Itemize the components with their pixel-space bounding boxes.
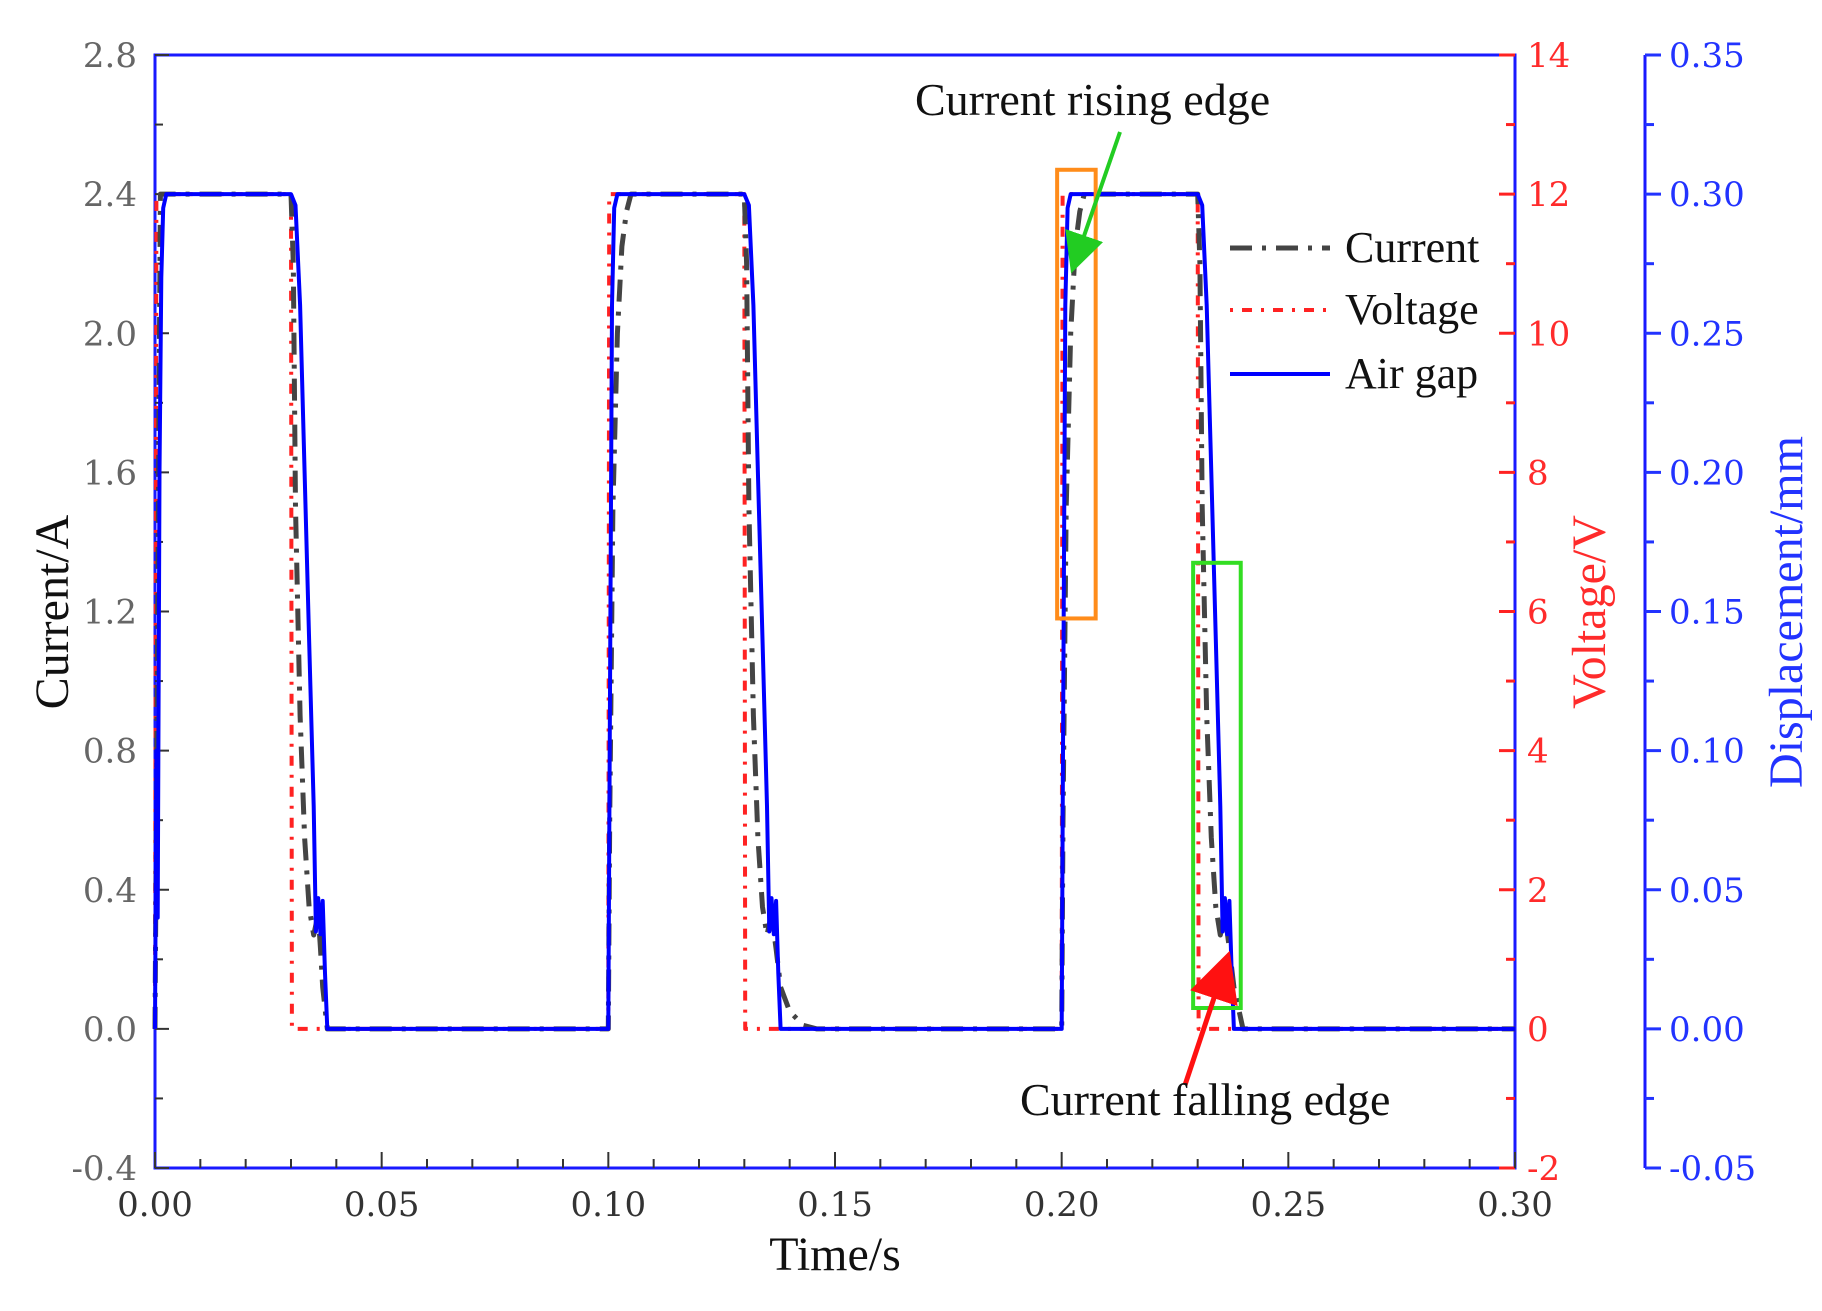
x-tick-label: 0.15	[797, 1185, 873, 1225]
x-tick-label: 0.30	[1477, 1185, 1553, 1225]
falling-edge-label: Current falling edge	[1020, 1074, 1390, 1125]
y3-tick-label: 0.20	[1669, 453, 1745, 493]
y3-tick-label: 0.10	[1669, 732, 1745, 772]
series-line-current	[152, 191, 1515, 1032]
rising-edge-box	[1055, 167, 1098, 621]
left-axis-ticks: -0.4 0.0 0.4 0.8 1.2 1.6 2.0 2.4 2.8	[71, 36, 169, 1189]
y2-tick-label: 12	[1527, 175, 1570, 215]
y2-tick-label: 6	[1527, 593, 1549, 633]
rising-edge-arrow	[1065, 131, 1122, 274]
y2-tick-label: 0	[1527, 1010, 1549, 1050]
y-tick-label: 1.6	[83, 453, 137, 493]
y2-tick-label: 14	[1527, 36, 1570, 76]
y2-tick-label: 8	[1527, 453, 1549, 493]
falling-edge-box	[1191, 560, 1243, 1011]
y2-tick-label: -2	[1527, 1149, 1560, 1189]
series-line-voltage	[153, 192, 1515, 1031]
y-tick-label: 2.4	[83, 175, 137, 215]
x-tick-label: 0.05	[344, 1185, 420, 1225]
y-tick-label: 2.0	[83, 314, 137, 354]
y-tick-label: 2.8	[83, 36, 137, 76]
rising-edge-label: Current rising edge	[915, 74, 1270, 125]
y2-tick-label: 4	[1527, 732, 1549, 772]
x-tick-label: 0.25	[1250, 1185, 1326, 1225]
y3-tick-label: -0.05	[1669, 1149, 1756, 1189]
y-axis-title-current: Current/A	[26, 514, 79, 709]
x-tick-label: 0.20	[1024, 1185, 1100, 1225]
y-tick-label: 0.4	[83, 871, 137, 911]
series-line-air-gap	[153, 192, 1515, 1031]
x-tick-label: 0.10	[570, 1185, 646, 1225]
legend-label-voltage: Voltage	[1345, 285, 1479, 334]
y3-tick-label: 0.05	[1669, 871, 1745, 911]
legend-label-current: Current	[1345, 223, 1479, 272]
falling-edge-arrow	[1182, 950, 1238, 1086]
y3-tick-label: 0.15	[1669, 593, 1745, 633]
legend-label-air-gap: Air gap	[1345, 349, 1478, 398]
y3-tick-label: 0.35	[1669, 36, 1745, 76]
displacement-axis-ticks: -0.05 0.00 0.05 0.10 0.15 0.20 0.25 0.30 0.35	[1645, 36, 1756, 1189]
voltage-axis-ticks: -2 0 2 4 6 8 10 12 14	[1499, 36, 1570, 1189]
y3-tick-label: 0.30	[1669, 175, 1745, 215]
y-tick-label: 1.2	[83, 593, 137, 633]
y-tick-label: -0.4	[71, 1149, 137, 1189]
x-tick-label: 0.00	[117, 1185, 193, 1225]
x-axis-ticks: 0.00 0.05 0.10 0.15 0.20 0.25 0.30	[117, 1152, 1553, 1225]
plot-frame	[153, 53, 1517, 1170]
y2-tick-label: 2	[1527, 871, 1549, 911]
y-tick-label: 0.8	[83, 732, 137, 772]
y3-tick-label: 0.25	[1669, 314, 1745, 354]
y-tick-label: 0.0	[83, 1010, 137, 1050]
y3-tick-label: 0.00	[1669, 1010, 1745, 1050]
x-axis-title: Time/s	[769, 1228, 901, 1281]
legend: Current Voltage Air gap	[1230, 223, 1479, 398]
y2-tick-label: 10	[1527, 314, 1570, 354]
series-layer	[152, 191, 1515, 1032]
y-axis-title-displacement: Displacement/mm	[1760, 436, 1813, 788]
y-axis-title-voltage: Voltage/V	[1563, 515, 1616, 709]
